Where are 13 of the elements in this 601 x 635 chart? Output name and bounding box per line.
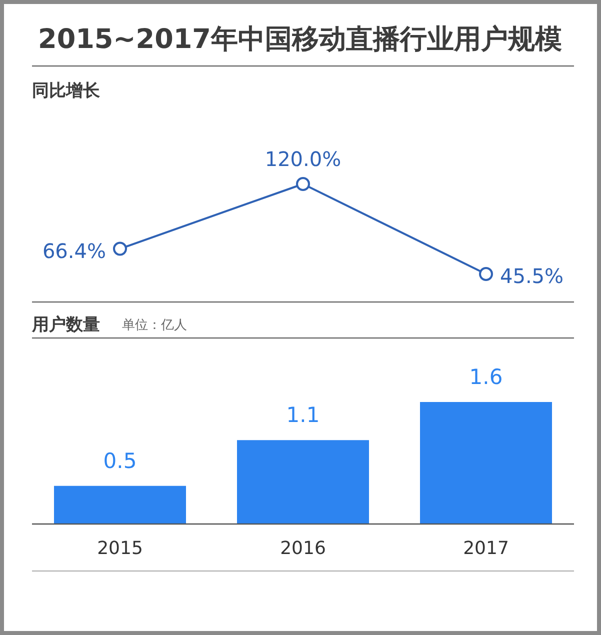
chart-subtitle: 单位：亿人	[122, 318, 187, 333]
chart-subtitle: 同比增长	[32, 81, 101, 101]
x-tick-label: 2015	[97, 538, 143, 559]
data-label: 120.0%	[264, 147, 342, 171]
chart-title: 2015~2017年中国移动直播行业用户规模	[38, 24, 562, 55]
data-label: 1.6	[469, 365, 503, 389]
data-label: 45.5%	[500, 264, 564, 288]
data-label: 0.5	[103, 448, 137, 473]
data-label: 66.4%	[42, 238, 106, 263]
data-label: 1.1	[286, 403, 320, 428]
x-tick-label: 2017	[463, 538, 509, 559]
chart-title: 用户数量	[31, 315, 100, 335]
x-tick-label: 2016	[280, 538, 326, 559]
